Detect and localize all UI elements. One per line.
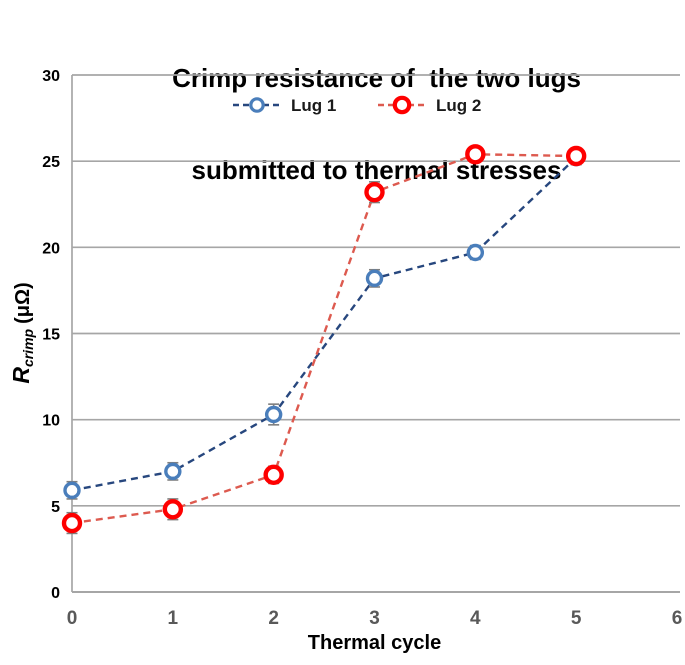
data-marker-lug2 <box>364 181 385 203</box>
y-axis-title-symbol: R <box>7 367 34 384</box>
x-tick-label: 4 <box>470 608 481 629</box>
data-marker-lug2 <box>61 512 83 534</box>
series-line-lug2 <box>71 153 577 525</box>
legend-label-lug1: Lug 1 <box>291 96 336 115</box>
series-line-lug1 <box>71 156 577 492</box>
legend-label-lug2: Lug 2 <box>436 96 481 115</box>
data-marker-lug1 <box>264 405 283 424</box>
y-tick-label: 10 <box>42 413 60 430</box>
chart-title-line1: Crimp resistance of the two lugs <box>172 63 581 94</box>
legend-marker-lug1 <box>249 97 265 113</box>
y-axis-title: Rcrimp (μΩ) <box>8 282 36 383</box>
y-tick-label: 5 <box>51 499 60 516</box>
data-marker-lug2 <box>465 144 486 165</box>
y-tick-label: 30 <box>42 68 60 85</box>
legend-marker-lug2 <box>392 95 412 115</box>
x-tick-label: 1 <box>168 608 179 629</box>
x-tick-label: 0 <box>67 608 78 629</box>
y-axis-title-units: (μΩ) <box>11 282 34 324</box>
x-tick-label: 2 <box>268 608 279 629</box>
y-tick-label: 20 <box>42 240 60 257</box>
y-tick-label: 25 <box>42 154 60 171</box>
y-tick-label: 0 <box>51 585 60 602</box>
data-marker-lug2 <box>565 145 587 167</box>
x-axis-title: Thermal cycle <box>307 632 442 654</box>
y-tick-label: 15 <box>42 327 60 344</box>
y-axis-title-subscript: crimp <box>20 328 37 368</box>
data-marker-lug1 <box>365 269 384 288</box>
x-tick-label: 3 <box>369 608 380 629</box>
chart-title: Crimp resistance of the two lugs submitt… <box>70 2 683 247</box>
data-marker-lug1 <box>164 462 182 481</box>
data-marker-lug2 <box>263 464 284 486</box>
x-tick-label: 5 <box>571 608 582 629</box>
data-marker-lug1 <box>63 481 81 500</box>
data-marker-lug2 <box>162 499 184 520</box>
data-marker-lug1 <box>466 243 485 262</box>
x-tick-label: 6 <box>672 608 683 629</box>
